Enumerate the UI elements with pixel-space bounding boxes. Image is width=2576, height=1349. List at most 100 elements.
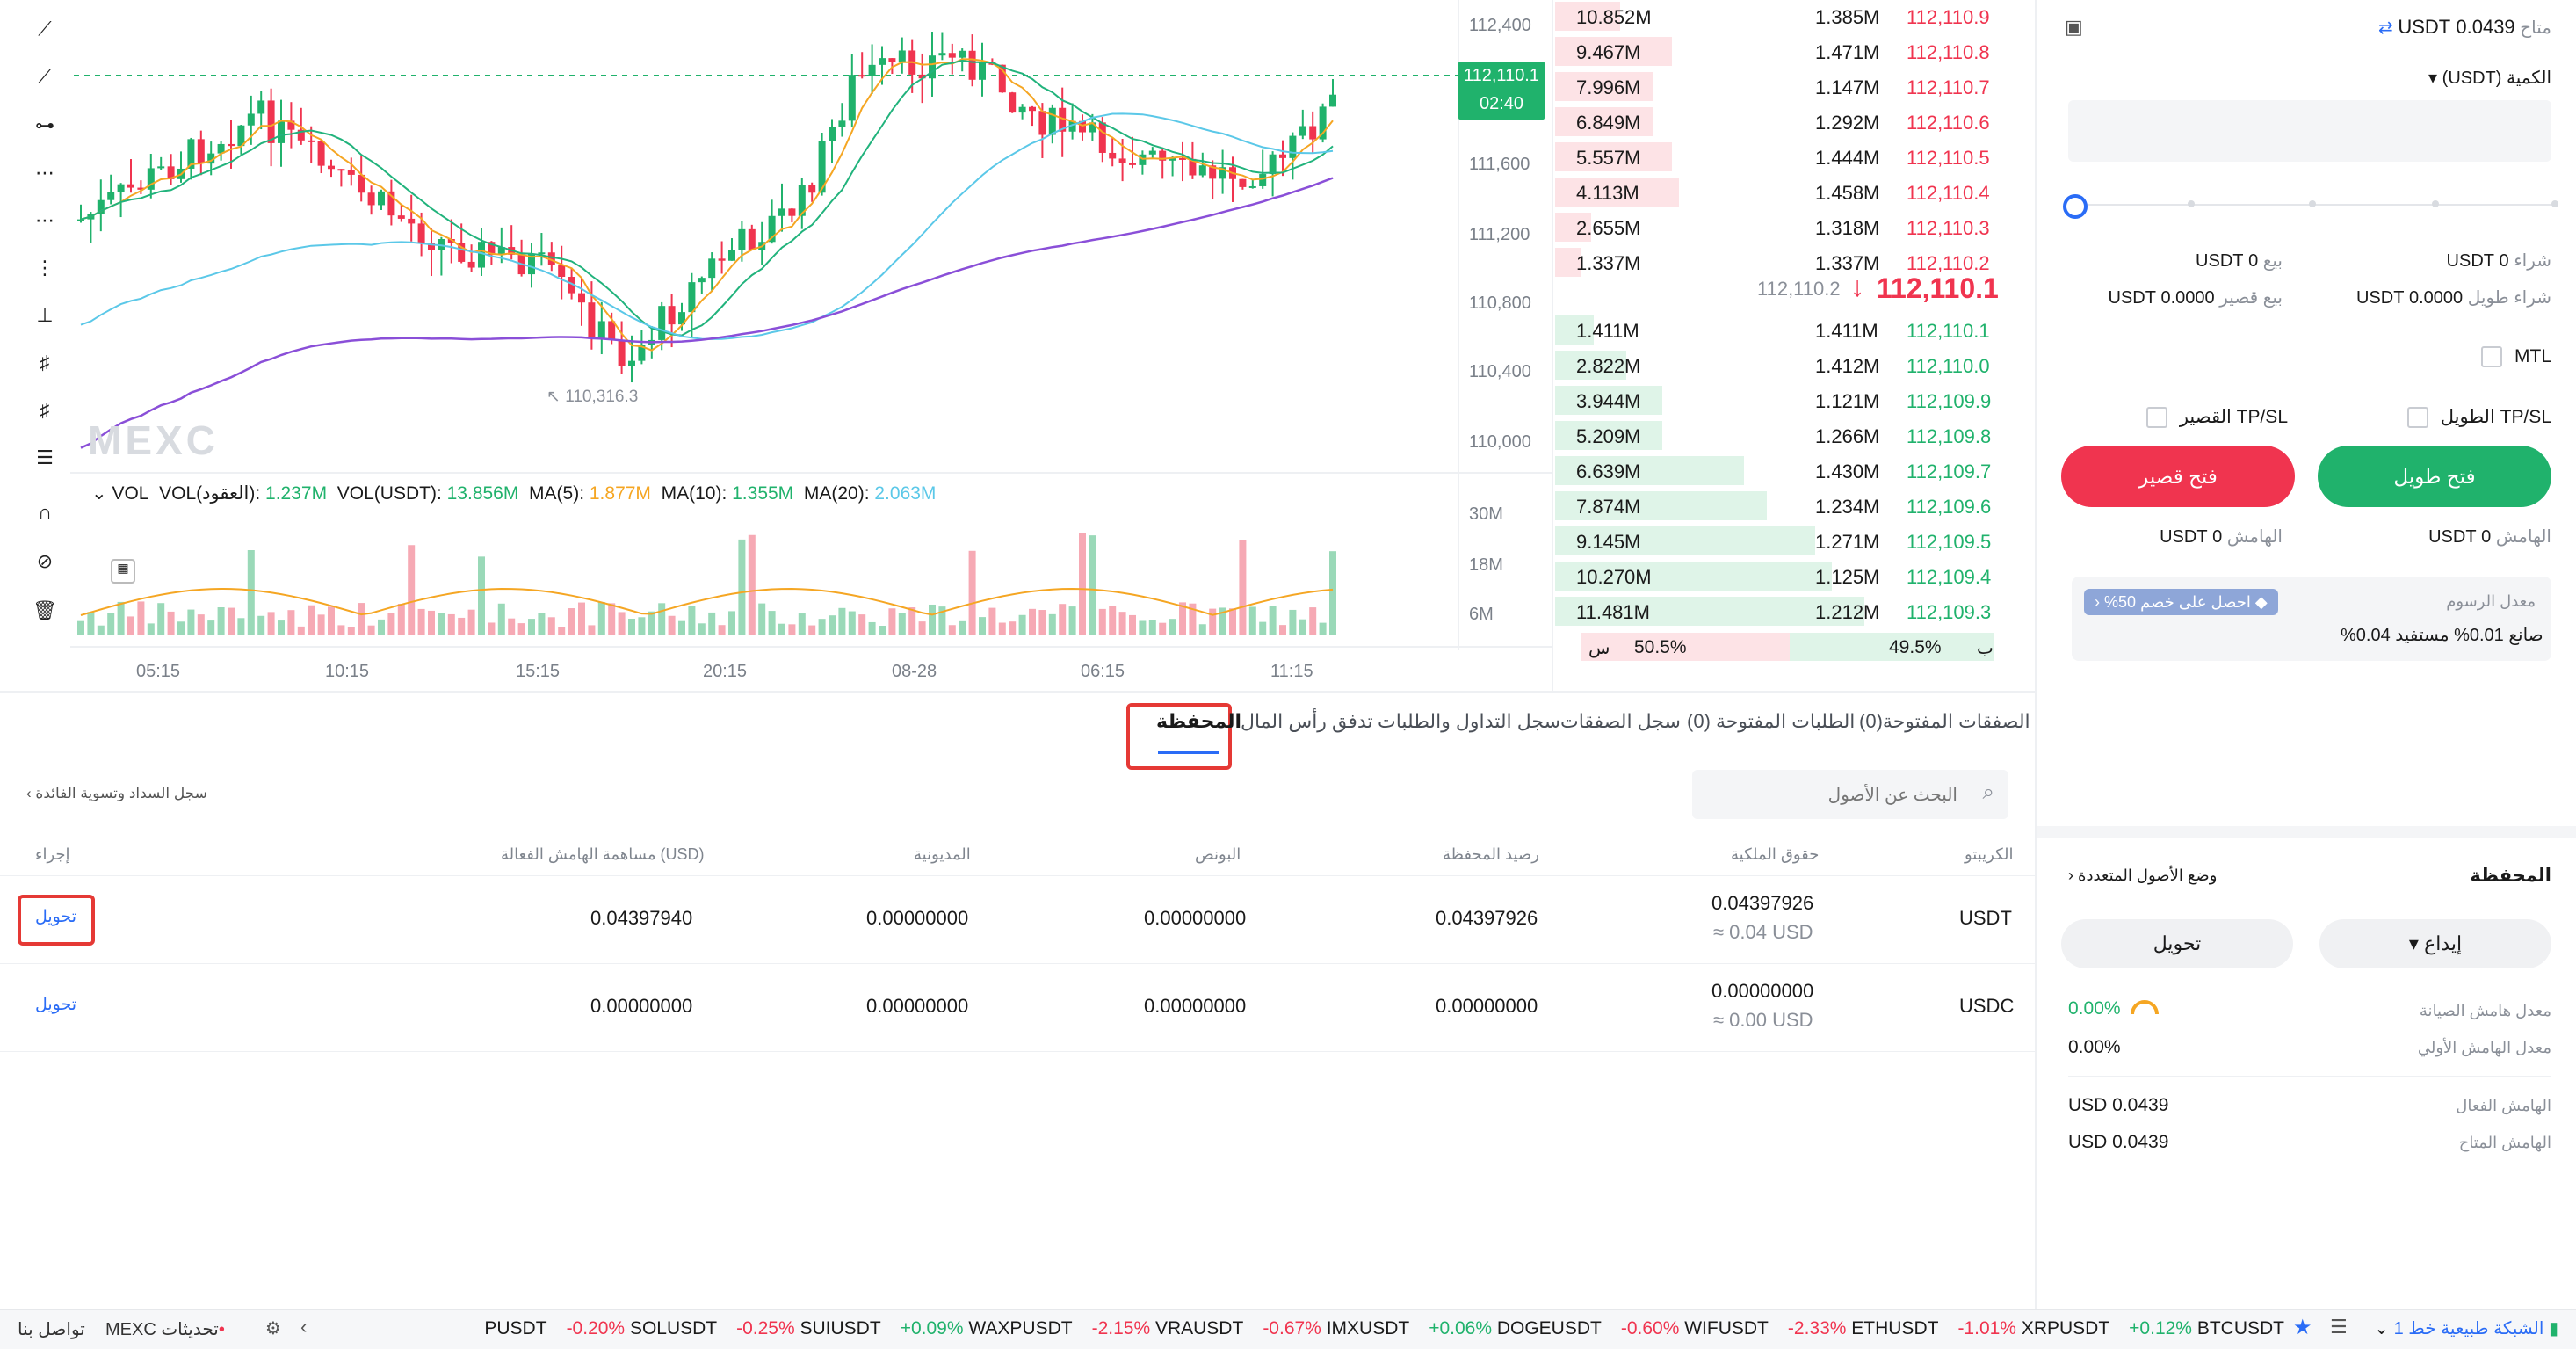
ticker-item[interactable]: -0.20% SOLUSDT — [567, 1318, 718, 1339]
delete-drawings-icon[interactable]: 🗑 — [33, 599, 57, 621]
deposit-button[interactable]: إيداع ▾ — [2319, 919, 2551, 968]
bid-row[interactable]: 1.411M 1.411M 112,110.1 — [1555, 314, 2017, 346]
quantity-unit-select[interactable]: الكمية (USDT) ▾ — [2428, 67, 2551, 89]
ratio-bar: س 50.5% 49.5% ب — [1581, 633, 1994, 661]
ask-row[interactable]: 9.467M 1.471M 112,110.8 — [1555, 35, 2017, 68]
mtl-checkbox-row[interactable]: MTL — [2481, 346, 2551, 367]
tpsl-long-checkbox[interactable] — [2406, 406, 2428, 428]
slider-handle[interactable] — [2063, 194, 2088, 219]
ask-row[interactable]: 5.557M 1.444M 112,110.5 — [1555, 141, 2017, 173]
chevron-down-icon[interactable]: ⌄ — [91, 483, 107, 504]
tab-portfolio[interactable]: المحفظة — [1156, 710, 1242, 732]
tab-open-positions[interactable]: الصفقات المفتوحة(0) — [1859, 710, 2030, 732]
discount-badge[interactable]: ◆ احصل على خصم 50% ‹ — [2084, 589, 2278, 615]
ticker-item[interactable]: -2.33% ETHUSDT — [1788, 1318, 1939, 1339]
price-chart[interactable] — [0, 0, 1553, 691]
order-size: 1.147M — [1815, 76, 1880, 98]
horizontal-ray-icon[interactable]: ⋯ — [35, 162, 54, 184]
bid-row[interactable]: 9.145M 1.271M 112,109.5 — [1555, 525, 2017, 557]
ticker-item[interactable]: -0.60% WIFUSDT — [1621, 1318, 1769, 1339]
parallel-line-icon[interactable]: ⋯ — [35, 209, 54, 231]
ticker-symbol: SUIUSDT — [800, 1318, 881, 1338]
settings-sliders-icon[interactable]: ⚙ — [265, 1319, 281, 1338]
quantity-slider[interactable] — [2063, 194, 2558, 219]
ticker-item[interactable]: PUSDT — [484, 1318, 546, 1339]
contact-link[interactable]: تواصل بنا — [18, 1320, 85, 1339]
candle-body — [597, 321, 605, 339]
tab-open-orders[interactable]: الطلبات المفتوحة (0) — [1687, 710, 1856, 732]
ticker-item[interactable]: -0.67% IMXUSDT — [1263, 1318, 1409, 1339]
volume-bar — [648, 611, 655, 635]
ray-line-icon[interactable]: ⟋ — [38, 65, 52, 87]
measure-icon[interactable]: ⊥ — [36, 304, 54, 326]
risk-gauge-icon — [2131, 1000, 2160, 1014]
slider-step[interactable] — [2188, 200, 2195, 207]
ticker-item[interactable]: +0.09% WAXPUSDT — [901, 1318, 1073, 1339]
open-long-button[interactable]: فتح طويل — [2318, 446, 2551, 507]
slider-step[interactable] — [2432, 200, 2439, 207]
tab-order-history[interactable]: سجل التداول والطلبات — [1378, 710, 1561, 732]
bid-row[interactable]: 3.944M 1.121M 112,109.9 — [1555, 384, 2017, 417]
asset-search-box[interactable]: ⌕ — [1692, 770, 2008, 819]
tpsl-short-checkbox[interactable] — [2145, 406, 2167, 428]
tab-trade-history[interactable]: سجل الصفقات — [1560, 710, 1681, 732]
ticker-item[interactable]: -1.01% XRPUSDT — [1957, 1318, 2109, 1339]
candle-body — [1079, 120, 1086, 133]
updates-link[interactable]: MEXC تحديثات• — [105, 1318, 225, 1340]
transfer-link[interactable]: تحويل — [35, 996, 77, 1014]
bid-row[interactable]: 7.874M 1.234M 112,109.6 — [1555, 490, 2017, 522]
repayment-link[interactable]: ‹ سجل السداد وتسوية الفائدة — [26, 785, 207, 802]
quantity-input[interactable] — [2068, 100, 2551, 162]
depth-bar — [1555, 351, 1626, 380]
candle-body — [1109, 152, 1117, 159]
chevron-left-icon[interactable]: ‹ — [300, 1316, 308, 1338]
bid-row[interactable]: 11.481M 1.212M 112,109.3 — [1555, 595, 2017, 627]
vertical-line-icon[interactable]: ⋮ — [35, 257, 54, 279]
portfolio-transfer-button[interactable]: تحويل — [2061, 919, 2293, 968]
network-status[interactable]: ▮ الشبكة طبيعية خط 1 ⌄ — [2374, 1317, 2558, 1339]
tpsl-long-row[interactable]: TP/SL الطويل — [2406, 406, 2551, 428]
asset-search-input[interactable] — [1701, 777, 1959, 814]
ask-row[interactable]: 2.655M 1.318M 112,110.3 — [1555, 211, 2017, 243]
transfer-swap-icon[interactable]: ⇄ — [2378, 18, 2393, 38]
bid-row[interactable]: 5.209M 1.266M 112,109.8 — [1555, 419, 2017, 452]
trend-line-icon[interactable]: ⟋ — [38, 18, 52, 40]
bid-row[interactable]: 10.270M 1.125M 112,109.4 — [1555, 560, 2017, 592]
hide-drawings-icon[interactable]: ⊘ — [36, 550, 54, 572]
mtl-checkbox[interactable] — [2481, 346, 2502, 367]
transfer-link[interactable]: تحويل — [35, 908, 77, 926]
ticker-item[interactable]: -0.25% SUIUSDT — [736, 1318, 881, 1339]
candle-body — [1089, 122, 1096, 133]
ask-row[interactable]: 6.849M 1.292M 112,110.6 — [1555, 105, 2017, 138]
ma10-label: MA(10): — [661, 483, 727, 504]
volume-bar — [678, 620, 685, 635]
ticker-item[interactable]: +0.06% DOGEUSDT — [1429, 1318, 1602, 1339]
candle-body — [197, 139, 205, 164]
ask-row[interactable]: 1.337M 1.337M 112,110.2 — [1555, 246, 2017, 279]
fib-icon[interactable]: ♯ — [40, 399, 50, 421]
tpsl-short-row[interactable]: TP/SL القصير — [2145, 406, 2288, 428]
slider-step[interactable] — [2551, 200, 2558, 207]
star-icon[interactable]: ★ — [2293, 1316, 2312, 1339]
tab-capital-flow[interactable]: تدفق رأس المال — [1241, 710, 1373, 732]
ticker-item[interactable]: -2.15% VRAUSDT — [1092, 1318, 1244, 1339]
bid-row[interactable]: 2.822M 1.412M 112,110.0 — [1555, 349, 2017, 381]
open-short-button[interactable]: فتح قصير — [2061, 446, 2295, 507]
chart-area[interactable]: ⟋ ⟋ ⊶ ⋯ ⋯ ⋮ ⊥ ♯ ♯ ☰ ∩ ⊘ 🗑 MEXC 112,400 1… — [0, 0, 1553, 691]
action-highlight — [18, 895, 95, 946]
candle-body — [127, 184, 134, 188]
horizontal-line-icon[interactable]: ⊶ — [35, 114, 54, 136]
ticker-item[interactable]: +0.12% BTCUSDT — [2129, 1318, 2284, 1339]
magnet-icon[interactable]: ∩ — [38, 501, 52, 523]
calculator-icon[interactable]: ▣ — [2065, 16, 2083, 38]
ask-row[interactable]: 4.113M 1.458M 112,110.4 — [1555, 176, 2017, 208]
menu-icon[interactable]: ☰ — [2330, 1316, 2348, 1338]
text-tool-icon[interactable]: ☰ — [36, 446, 54, 468]
pitchfork-icon[interactable]: ♯ — [40, 352, 50, 374]
slider-step[interactable] — [2309, 200, 2316, 207]
bid-row[interactable]: 6.639M 1.430M 112,109.7 — [1555, 454, 2017, 487]
ask-row[interactable]: 10.852M 1.385M 112,110.9 — [1555, 0, 2017, 33]
calendar-icon[interactable]: ▦ — [111, 559, 135, 584]
asset-mode-link[interactable]: وضع الأصول المتعددة ‹ — [2068, 867, 2217, 885]
ask-row[interactable]: 7.996M 1.147M 112,110.7 — [1555, 70, 2017, 103]
